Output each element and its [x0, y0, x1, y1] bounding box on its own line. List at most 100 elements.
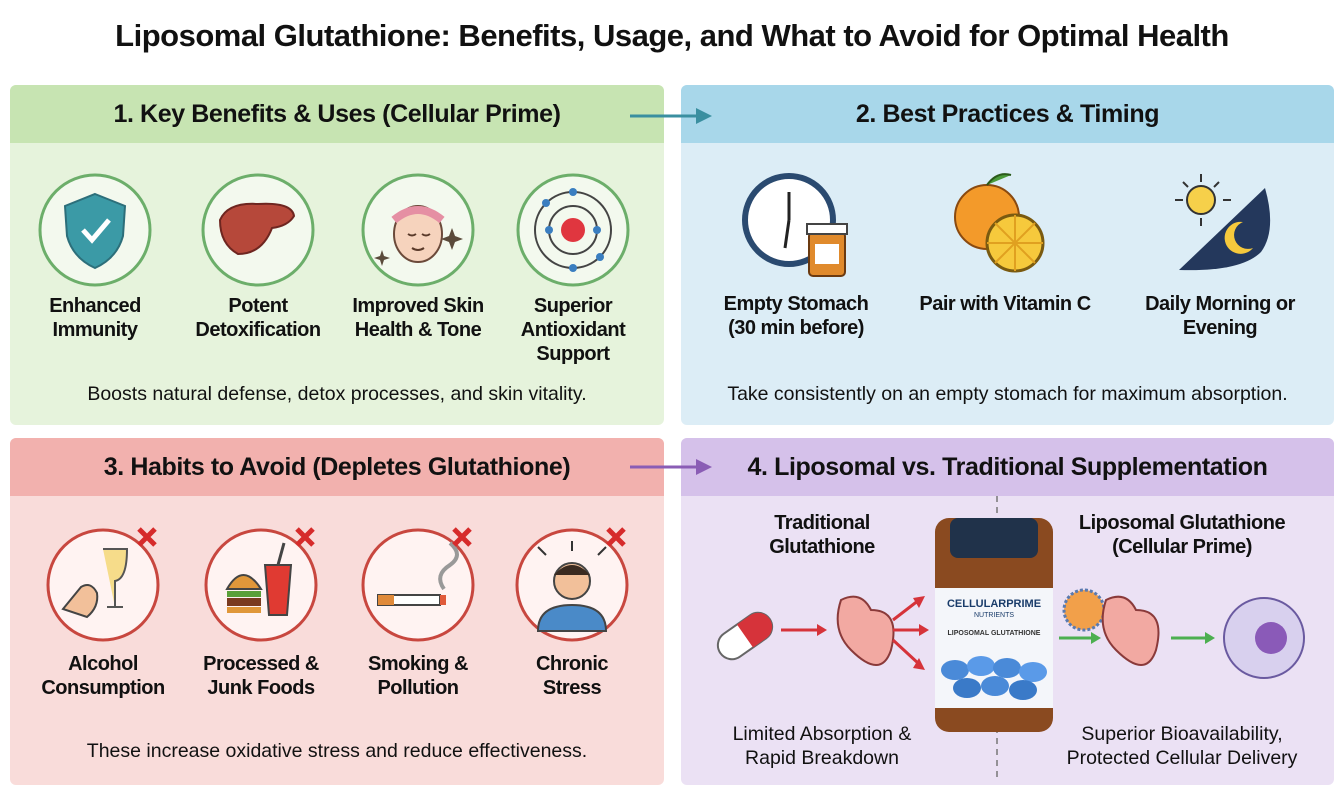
icon-shape — [561, 218, 585, 242]
item-label: Improved Skin Health & Tone — [352, 295, 484, 341]
page-title: Liposomal Glutathione: Benefits, Usage, … — [115, 18, 1229, 53]
item-label: Enhanced Immunity — [49, 295, 141, 341]
panel-comparison: 4. Liposomal vs. Traditional Supplementa… — [681, 438, 1334, 785]
icon-shape — [378, 595, 394, 605]
icon-shape — [986, 173, 1012, 186]
icon-shape — [1175, 174, 1271, 271]
panel-header: 2. Best Practices & Timing — [681, 85, 1334, 143]
item-label: Pair with Vitamin C — [919, 293, 1091, 315]
icon-shape — [954, 173, 1045, 273]
icon-shape — [61, 584, 99, 619]
icon-shape — [569, 264, 577, 272]
panel-heading: 2. Best Practices & Timing — [855, 100, 1160, 128]
panel-heading: 3. Habits to Avoid (Depletes Glutathione… — [103, 453, 571, 481]
panel-caption: These increase oxidative stress and redu… — [86, 740, 588, 762]
icon-shape — [1186, 185, 1216, 215]
panel-heading: 4. Liposomal vs. Traditional Supplementa… — [747, 453, 1268, 481]
panel-header: 3. Habits to Avoid (Depletes Glutathione… — [10, 438, 664, 496]
panel-header: 1. Key Benefits & Uses (Cellular Prime) — [10, 85, 664, 143]
icon-shape — [407, 233, 431, 251]
icon-shape — [201, 173, 315, 287]
icon-shape — [103, 548, 129, 608]
icon-shape — [204, 528, 318, 642]
icon-shape — [361, 527, 475, 642]
item-label: Smoking & Pollution — [368, 653, 468, 699]
icon-shape — [204, 527, 318, 642]
icon-shape — [137, 527, 157, 547]
icon-shape — [1101, 595, 1160, 666]
icon-shape — [515, 527, 629, 642]
icon-shape — [38, 173, 152, 287]
icon-shape — [1019, 662, 1047, 682]
icon-shape — [569, 188, 577, 196]
icon-shape — [913, 596, 925, 608]
icon-shape — [227, 591, 261, 597]
practice-icons — [742, 173, 1271, 277]
panel-heading: 1. Key Benefits & Uses (Cellular Prime) — [113, 100, 561, 128]
icon-shape — [1009, 680, 1037, 700]
icon-shape — [696, 108, 712, 124]
benefit-icons — [38, 173, 630, 287]
icon-shape — [542, 199, 550, 207]
icon-shape — [836, 595, 895, 666]
comparison-caption: Limited Absorption & Rapid Breakdown — [732, 723, 912, 769]
panel-caption: Take consistently on an empty stomach fo… — [727, 383, 1288, 405]
icon-shape — [438, 541, 459, 591]
icon-shape — [987, 215, 1043, 271]
icon-shape — [225, 574, 263, 590]
icon-shape — [742, 173, 848, 277]
icon-shape — [817, 624, 827, 636]
icon-shape — [361, 528, 475, 642]
icon-shape — [81, 218, 111, 244]
icon-shape — [596, 253, 604, 261]
icon-shape — [815, 244, 839, 264]
item-label: Daily Morning or Evening — [1145, 293, 1295, 339]
icon-shape — [736, 612, 773, 648]
icon-shape — [891, 598, 923, 666]
icon-shape — [716, 611, 774, 661]
item-label: Processed & Junk Foods — [203, 653, 319, 699]
icon-shape — [806, 223, 848, 235]
comparison-title: Liposomal Glutathione (Cellular Prime) — [1078, 512, 1286, 558]
icon-shape — [606, 527, 626, 547]
icon-shape — [440, 595, 446, 605]
panel-caption: Boosts natural defense, detox processes,… — [87, 383, 587, 405]
bottle-softgels — [941, 656, 1047, 700]
icon-shape — [276, 542, 286, 566]
icon-shape — [981, 676, 1009, 696]
bottle-cap — [950, 518, 1038, 558]
icon-shape — [536, 603, 608, 632]
icon-shape — [1224, 221, 1253, 254]
icon-shape — [593, 226, 601, 234]
icon-shape — [1205, 632, 1215, 644]
panel-header: 4. Liposomal vs. Traditional Supplementa… — [681, 438, 1334, 496]
icon-shape — [46, 527, 160, 642]
icon-shape — [46, 528, 160, 642]
icon-shape — [391, 206, 445, 224]
comparison-title: Traditional Glutathione — [769, 512, 875, 558]
item-label: Empty Stomach (30 min before) — [723, 293, 869, 339]
icon-shape — [967, 656, 995, 676]
icon-shape — [554, 565, 590, 575]
icon-shape — [1091, 632, 1101, 644]
icon-shape — [1062, 588, 1106, 632]
icon-shape — [953, 678, 981, 698]
icon-shape — [361, 173, 475, 287]
habit-icons — [46, 527, 629, 642]
icon-shape — [919, 624, 929, 636]
item-label: Potent Detoxification — [195, 295, 321, 341]
icon-shape — [1175, 174, 1231, 226]
item-label: Chronic Stress — [535, 653, 609, 699]
icon-shape — [783, 219, 791, 249]
icon-shape — [374, 228, 463, 266]
bottle-product: LIPOSOMAL GLUTATHIONE — [947, 630, 1041, 637]
icon-shape — [913, 658, 925, 670]
icon-shape — [993, 658, 1021, 678]
icon-shape — [941, 660, 969, 680]
absorption-diagram — [716, 588, 1305, 679]
bottle-brand: CELLULARPRIME — [946, 598, 1042, 610]
icon-shape — [63, 192, 127, 270]
icon-shape — [218, 202, 296, 256]
